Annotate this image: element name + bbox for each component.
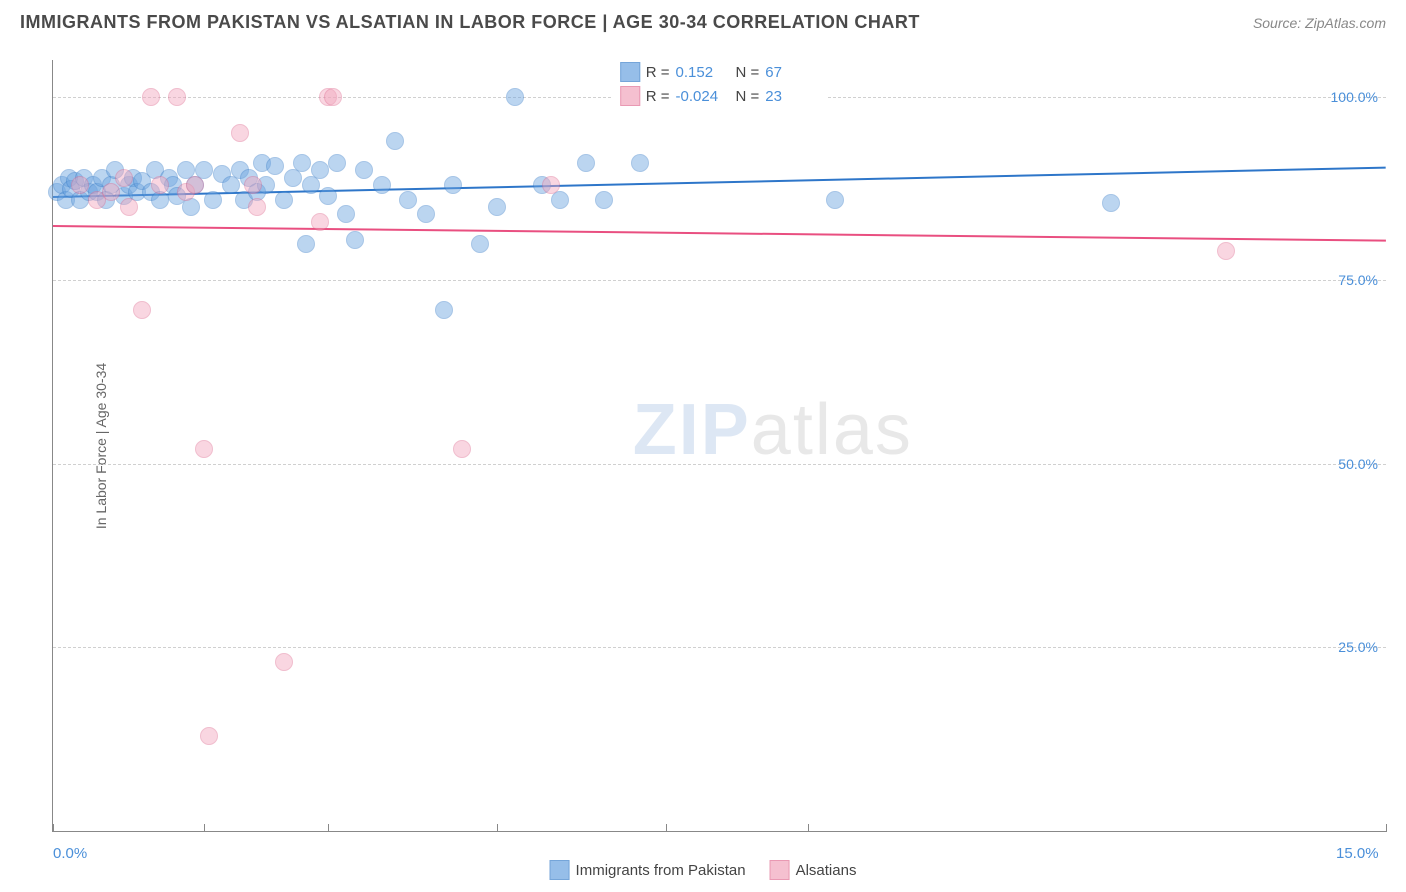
data-point-pakistan <box>293 154 311 172</box>
source-label: Source: ZipAtlas.com <box>1253 15 1386 31</box>
chart-plot-area: ZIPatlas R = 0.152 N = 67R = -0.024 N = … <box>52 60 1386 832</box>
data-point-alsatians <box>115 169 133 187</box>
x-tick <box>666 824 667 832</box>
data-point-alsatians <box>200 727 218 745</box>
data-point-pakistan <box>328 154 346 172</box>
x-tick <box>1386 824 1387 832</box>
gridline <box>53 647 1386 648</box>
data-point-pakistan <box>399 191 417 209</box>
data-point-pakistan <box>488 198 506 216</box>
chart-title: IMMIGRANTS FROM PAKISTAN VS ALSATIAN IN … <box>20 12 920 33</box>
legend-stats-row-alsatians: R = -0.024 N = 23 <box>612 84 828 108</box>
legend-stats-row-pakistan: R = 0.152 N = 67 <box>612 60 828 84</box>
watermark-zip: ZIP <box>633 390 751 470</box>
data-point-pakistan <box>386 132 404 150</box>
data-point-pakistan <box>337 205 355 223</box>
data-point-alsatians <box>275 653 293 671</box>
source-prefix: Source: <box>1253 15 1305 31</box>
data-point-pakistan <box>319 187 337 205</box>
n-value-alsatians: 23 <box>765 88 819 105</box>
x-tick <box>204 824 205 832</box>
legend-stats: R = 0.152 N = 67R = -0.024 N = 23 <box>612 60 828 108</box>
x-tick <box>328 824 329 832</box>
n-label: N = <box>736 64 760 81</box>
legend-swatch-alsatians <box>620 86 640 106</box>
watermark-atlas: atlas <box>751 390 913 470</box>
data-point-pakistan <box>204 191 222 209</box>
x-tick <box>808 824 809 832</box>
data-point-alsatians <box>453 440 471 458</box>
legend-label-pakistan: Immigrants from Pakistan <box>576 862 746 879</box>
data-point-pakistan <box>444 176 462 194</box>
x-tick-label: 15.0% <box>1336 845 1379 862</box>
data-point-alsatians <box>195 440 213 458</box>
watermark: ZIPatlas <box>633 389 913 471</box>
trend-line-alsatians <box>53 225 1386 242</box>
data-point-alsatians <box>151 176 169 194</box>
data-point-pakistan <box>311 161 329 179</box>
data-point-alsatians <box>71 176 89 194</box>
data-point-pakistan <box>435 301 453 319</box>
n-label: N = <box>736 88 760 105</box>
gridline <box>53 280 1386 281</box>
data-point-alsatians <box>120 198 138 216</box>
legend-item-pakistan: Immigrants from Pakistan <box>550 860 746 880</box>
y-tick-label: 100.0% <box>1331 89 1378 105</box>
data-point-alsatians <box>102 183 120 201</box>
data-point-alsatians <box>248 198 266 216</box>
r-value-pakistan: 0.152 <box>676 64 730 81</box>
r-label: R = <box>646 64 670 81</box>
data-point-pakistan <box>631 154 649 172</box>
data-point-alsatians <box>311 213 329 231</box>
data-point-pakistan <box>1102 194 1120 212</box>
r-value-alsatians: -0.024 <box>676 88 730 105</box>
y-tick-label: 75.0% <box>1338 272 1378 288</box>
legend-swatch-alsatians <box>770 860 790 880</box>
data-point-pakistan <box>355 161 373 179</box>
data-point-alsatians <box>324 88 342 106</box>
source-name: ZipAtlas.com <box>1305 15 1386 31</box>
gridline <box>53 464 1386 465</box>
data-point-pakistan <box>471 235 489 253</box>
legend-item-alsatians: Alsatians <box>770 860 857 880</box>
data-point-pakistan <box>826 191 844 209</box>
r-label: R = <box>646 88 670 105</box>
data-point-pakistan <box>506 88 524 106</box>
legend-swatch-pakistan <box>550 860 570 880</box>
y-tick-label: 25.0% <box>1338 639 1378 655</box>
data-point-pakistan <box>417 205 435 223</box>
y-tick-label: 50.0% <box>1338 456 1378 472</box>
legend-swatch-pakistan <box>620 62 640 82</box>
data-point-pakistan <box>577 154 595 172</box>
data-point-alsatians <box>142 88 160 106</box>
data-point-alsatians <box>244 176 262 194</box>
x-tick-label: 0.0% <box>53 845 87 862</box>
data-point-pakistan <box>266 157 284 175</box>
data-point-pakistan <box>297 235 315 253</box>
data-point-alsatians <box>542 176 560 194</box>
x-tick <box>53 824 54 832</box>
data-point-pakistan <box>595 191 613 209</box>
data-point-alsatians <box>231 124 249 142</box>
data-point-alsatians <box>1217 242 1235 260</box>
data-point-pakistan <box>346 231 364 249</box>
data-point-alsatians <box>168 88 186 106</box>
data-point-pakistan <box>373 176 391 194</box>
data-point-pakistan <box>275 191 293 209</box>
data-point-alsatians <box>133 301 151 319</box>
n-value-pakistan: 67 <box>765 64 819 81</box>
x-tick <box>497 824 498 832</box>
data-point-alsatians <box>186 176 204 194</box>
legend-bottom: Immigrants from Pakistan Alsatians <box>550 860 857 880</box>
legend-label-alsatians: Alsatians <box>796 862 857 879</box>
